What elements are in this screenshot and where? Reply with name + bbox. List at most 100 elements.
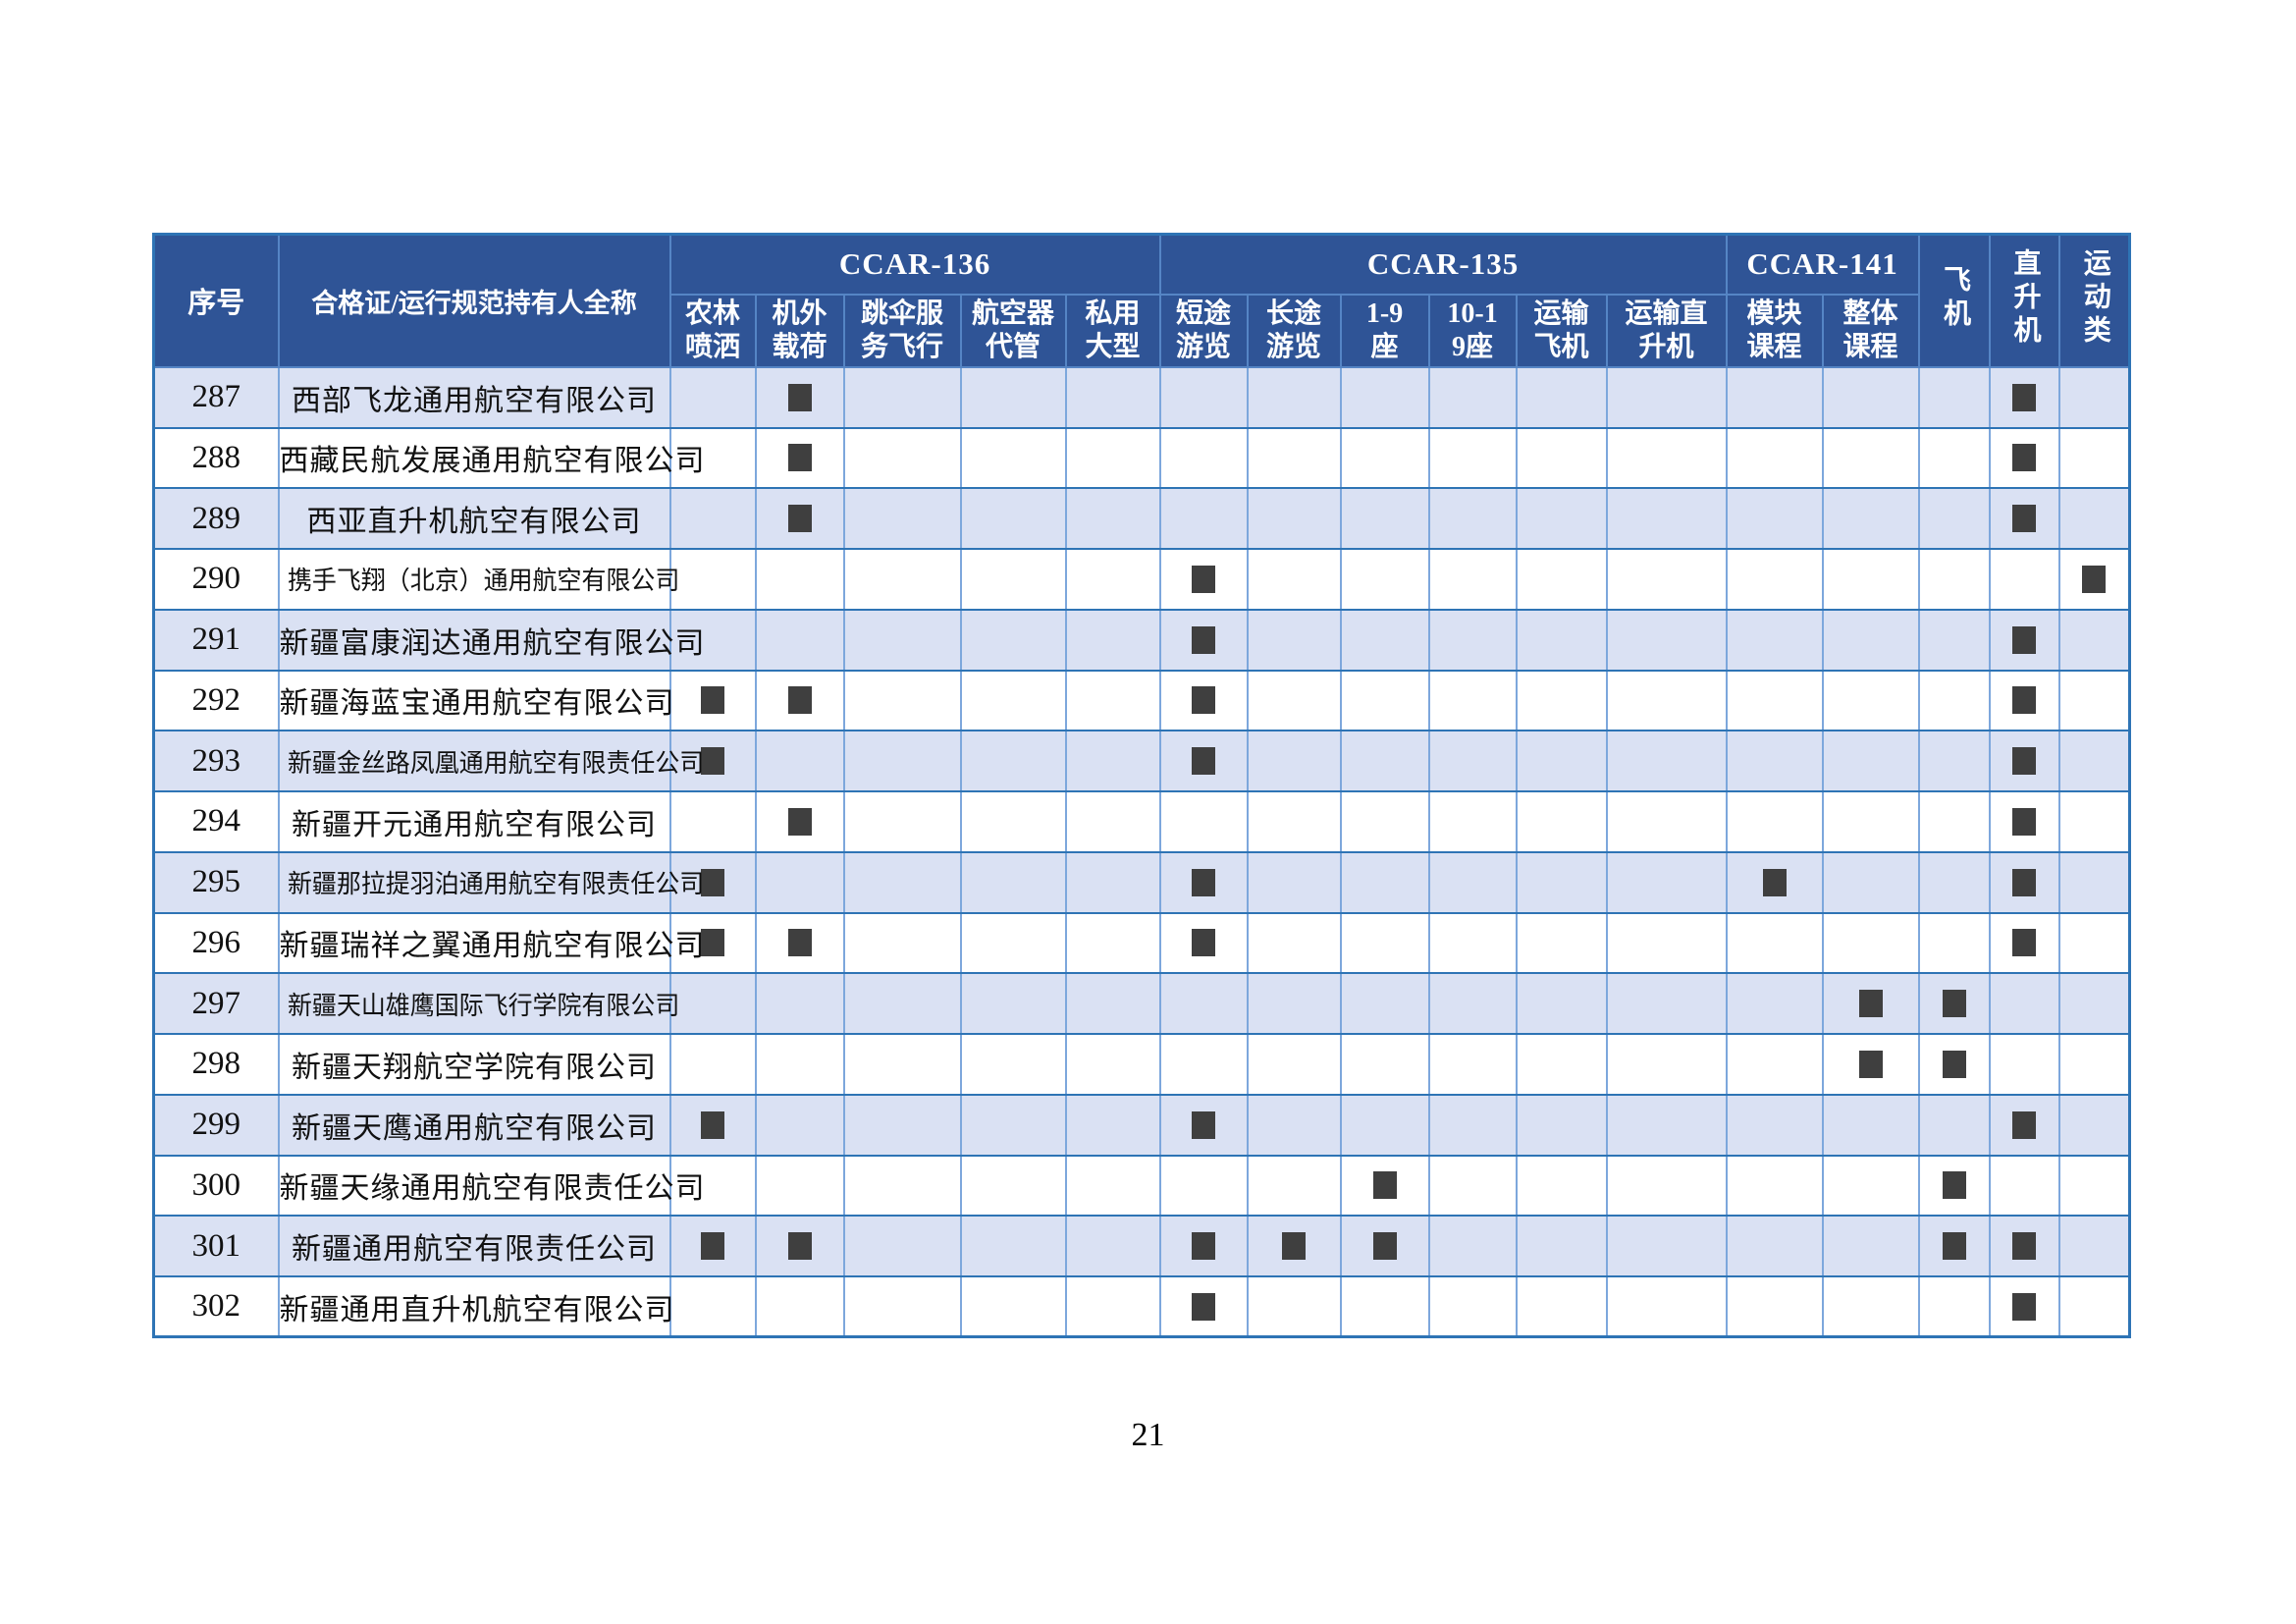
check-cell-运输直升机 (1605, 608, 1728, 672)
row-index-cell: 289 (152, 487, 280, 551)
row-index-cell: 288 (152, 426, 280, 490)
check-cell-整体课程 (1821, 850, 1920, 914)
row-index-cell: 298 (152, 1033, 280, 1096)
check-mark-icon (1858, 1050, 1883, 1078)
page-number: 21 (1131, 1417, 1165, 1453)
company-name-cell: 新疆天翔航空学院有限公司 (277, 1033, 671, 1096)
check-cell-1-9座 (1339, 911, 1430, 975)
check-cell-运动类 (2057, 730, 2131, 793)
check-cell-私用大型 (1064, 487, 1161, 551)
table-row: 288 西藏民航发展通用航空有限公司 (152, 426, 2131, 490)
check-cell-长途游览 (1246, 730, 1342, 793)
check-cell-跳伞服务飞行 (842, 972, 962, 1036)
check-cell-飞机 (1917, 1033, 1991, 1096)
check-cell-航空器代管 (959, 911, 1067, 975)
check-cell-直升机 (1988, 972, 2060, 1036)
check-cell-跳伞服务飞行 (842, 548, 962, 611)
table-row: 300 新疆天缘通用航空有限责任公司 (152, 1154, 2131, 1218)
column-header-私用大型: 私用 大型 (1064, 293, 1161, 368)
check-cell-运输直升机 (1605, 1154, 1728, 1218)
check-cell-运输飞机 (1515, 911, 1608, 975)
check-cell-飞机 (1917, 730, 1991, 793)
check-cell-长途游览 (1246, 972, 1342, 1036)
row-index-cell: 290 (152, 548, 280, 611)
check-cell-航空器代管 (959, 669, 1067, 732)
check-mark-icon (1192, 1110, 1216, 1139)
check-cell-机外载荷 (754, 1093, 845, 1157)
check-cell-运输飞机 (1515, 1154, 1608, 1218)
check-cell-航空器代管 (959, 850, 1067, 914)
check-cell-长途游览 (1246, 1033, 1342, 1096)
check-cell-短途游览 (1158, 548, 1249, 611)
check-mark-icon (2082, 565, 2107, 593)
check-cell-航空器代管 (959, 1033, 1067, 1096)
check-cell-长途游览 (1246, 487, 1342, 551)
check-cell-私用大型 (1064, 608, 1161, 672)
check-cell-私用大型 (1064, 911, 1161, 975)
check-cell-长途游览 (1246, 790, 1342, 853)
check-cell-直升机 (1988, 1275, 2060, 1338)
check-cell-模块课程 (1725, 1154, 1824, 1218)
check-cell-运输飞机 (1515, 426, 1608, 490)
check-cell-直升机 (1988, 426, 2060, 490)
check-cell-长途游览 (1246, 850, 1342, 914)
check-cell-1-9座 (1339, 1275, 1430, 1338)
check-cell-模块课程 (1725, 790, 1824, 853)
table-header: 序号 合格证/运行规范持有人全称 CCAR-136 CCAR-135 CCAR-… (152, 233, 2131, 368)
check-cell-私用大型 (1064, 426, 1161, 490)
check-cell-机外载荷 (754, 669, 845, 732)
check-mark-icon (2012, 929, 2037, 957)
check-cell-整体课程 (1821, 1215, 1920, 1278)
check-cell-跳伞服务飞行 (842, 790, 962, 853)
check-cell-1-9座 (1339, 1215, 1430, 1278)
check-cell-短途游览 (1158, 790, 1249, 853)
check-cell-航空器代管 (959, 730, 1067, 793)
check-mark-icon (1942, 1171, 1966, 1200)
check-cell-飞机 (1917, 1154, 1991, 1218)
column-header-农林喷洒: 农林 喷洒 (668, 293, 757, 368)
check-mark-icon (787, 505, 812, 533)
company-name-cell: 新疆金丝路凤凰通用航空有限责任公司 (285, 730, 704, 793)
check-cell-运动类 (2057, 972, 2131, 1036)
row-index-cell: 297 (152, 972, 280, 1036)
check-cell-运输飞机 (1515, 1093, 1608, 1157)
check-cell-10-19座 (1427, 487, 1518, 551)
check-cell-航空器代管 (959, 1275, 1067, 1338)
check-cell-1-9座 (1339, 850, 1430, 914)
check-cell-1-9座 (1339, 1033, 1430, 1096)
check-cell-直升机 (1988, 608, 2060, 672)
check-mark-icon (2012, 444, 2037, 472)
check-cell-机外载荷 (754, 911, 845, 975)
column-header-整体课程: 整体 课程 (1821, 293, 1920, 368)
check-cell-飞机 (1917, 1215, 1991, 1278)
check-cell-1-9座 (1339, 1154, 1430, 1218)
check-cell-直升机 (1988, 365, 2060, 429)
check-mark-icon (1192, 1292, 1216, 1321)
check-cell-直升机 (1988, 911, 2060, 975)
check-cell-运输直升机 (1605, 487, 1728, 551)
check-cell-10-19座 (1427, 1093, 1518, 1157)
check-cell-机外载荷 (754, 1033, 845, 1096)
check-mark-icon (2012, 1292, 2037, 1321)
check-cell-整体课程 (1821, 1275, 1920, 1338)
company-name-cell: 新疆天山雄鹰国际飞行学院有限公司 (285, 972, 679, 1036)
check-cell-飞机 (1917, 669, 1991, 732)
column-header-helicopter: 直升机 (1988, 233, 2060, 368)
check-mark-icon (787, 1232, 812, 1261)
check-cell-10-19座 (1427, 790, 1518, 853)
check-mark-icon (701, 747, 724, 776)
check-cell-机外载荷 (754, 548, 845, 611)
row-index-cell: 292 (152, 669, 280, 732)
check-cell-短途游览 (1158, 365, 1249, 429)
check-cell-飞机 (1917, 911, 1991, 975)
check-cell-农林喷洒 (668, 730, 757, 793)
check-mark-icon (1282, 1232, 1307, 1261)
check-cell-跳伞服务飞行 (842, 487, 962, 551)
check-cell-短途游览 (1158, 608, 1249, 672)
group-header-ccar-136: CCAR-136 (668, 233, 1161, 296)
table-row: 301 新疆通用航空有限责任公司 (152, 1215, 2131, 1278)
table-row: 287 西部飞龙通用航空有限公司 (152, 365, 2131, 429)
check-cell-1-9座 (1339, 972, 1430, 1036)
column-header-航空器代管: 航空器 代管 (959, 293, 1067, 368)
